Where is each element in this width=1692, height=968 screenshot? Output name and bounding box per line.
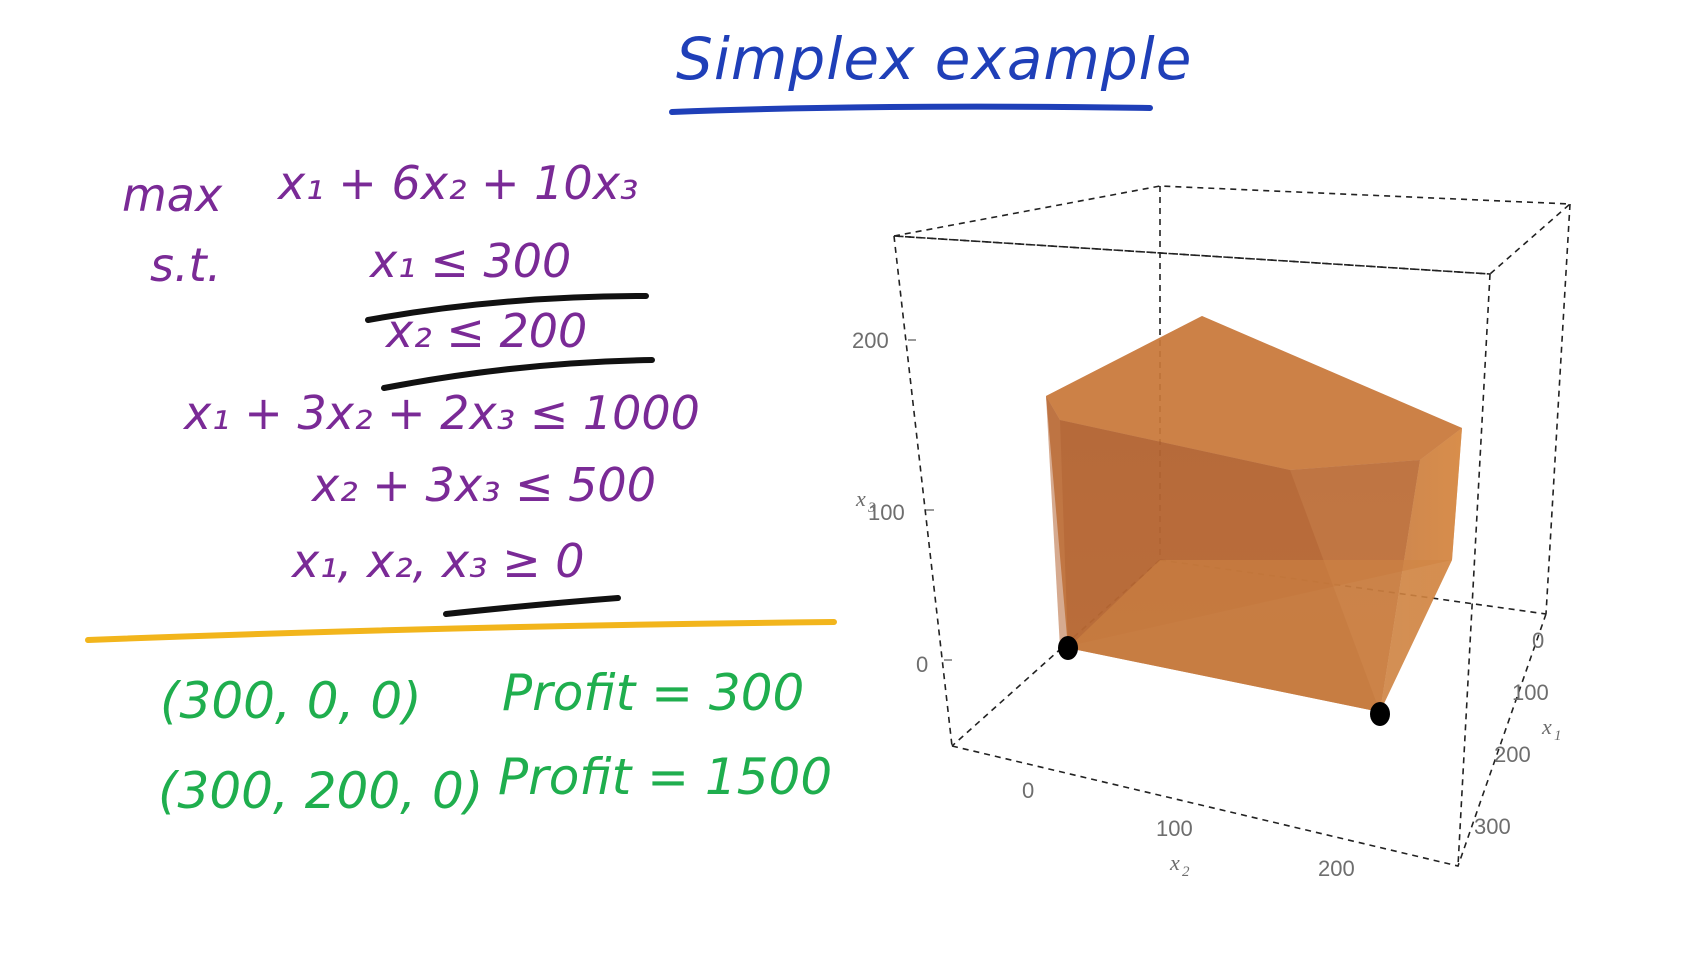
x3-axis-label: x <box>855 486 866 511</box>
polytope-top-face <box>1046 316 1462 470</box>
page-title: Simplex example <box>676 25 1193 93</box>
constraint-5: x₁, x₂, x₃ ≥ 0 <box>292 534 585 588</box>
x2-axis-subscript: 2 <box>1182 864 1190 880</box>
x3-tick-0: 0 <box>916 652 928 677</box>
vertex-300-0-0 <box>1058 636 1078 660</box>
x1-axis-subscript: 1 <box>1554 728 1562 744</box>
constraint-4: x₂ + 3x₃ ≤ 500 <box>312 458 656 512</box>
x1-axis-label: x <box>1541 714 1552 739</box>
constraint-3: x₁ + 3x₂ + 2x₃ ≤ 1000 <box>184 386 700 440</box>
vertex-300-200-0 <box>1370 702 1390 726</box>
result-point-1: (300, 0, 0) <box>160 672 422 730</box>
x1-tick-200: 200 <box>1494 742 1531 767</box>
x2-tick-0: 0 <box>1022 778 1034 803</box>
x2-tick-100: 100 <box>1156 816 1193 841</box>
underline-x3 <box>443 595 621 617</box>
x1-tick-300: 300 <box>1474 814 1511 839</box>
x3-tick-100: 100 <box>868 500 905 525</box>
constraint-2: x₂ ≤ 200 <box>386 304 588 358</box>
objective-prefix: max <box>122 168 223 222</box>
x2-tick-200: 200 <box>1318 856 1355 881</box>
st-label: s.t. <box>150 238 222 292</box>
underline-constraint-1 <box>365 293 649 323</box>
x3-tick-200: 200 <box>852 328 889 353</box>
underline-constraint-2 <box>381 357 655 391</box>
result-point-2: (300, 200, 0) <box>158 762 484 820</box>
x2-axis-label: x <box>1169 850 1180 875</box>
divider-line <box>85 619 837 643</box>
polytope-floor <box>1068 560 1452 712</box>
result-profit-1: Profit = 300 <box>502 664 805 722</box>
x3-axis <box>908 339 952 661</box>
objective-function: x₁ + 6x₂ + 10x₃ <box>278 156 639 210</box>
x1-tick-0: 0 <box>1532 628 1544 653</box>
feasible-polytope <box>1046 316 1462 712</box>
constraint-1: x₁ ≤ 300 <box>370 234 572 288</box>
x3-axis-subscript: 3 <box>867 500 876 516</box>
result-profit-2: Profit = 1500 <box>498 748 833 806</box>
x1-tick-100: 100 <box>1512 680 1549 705</box>
